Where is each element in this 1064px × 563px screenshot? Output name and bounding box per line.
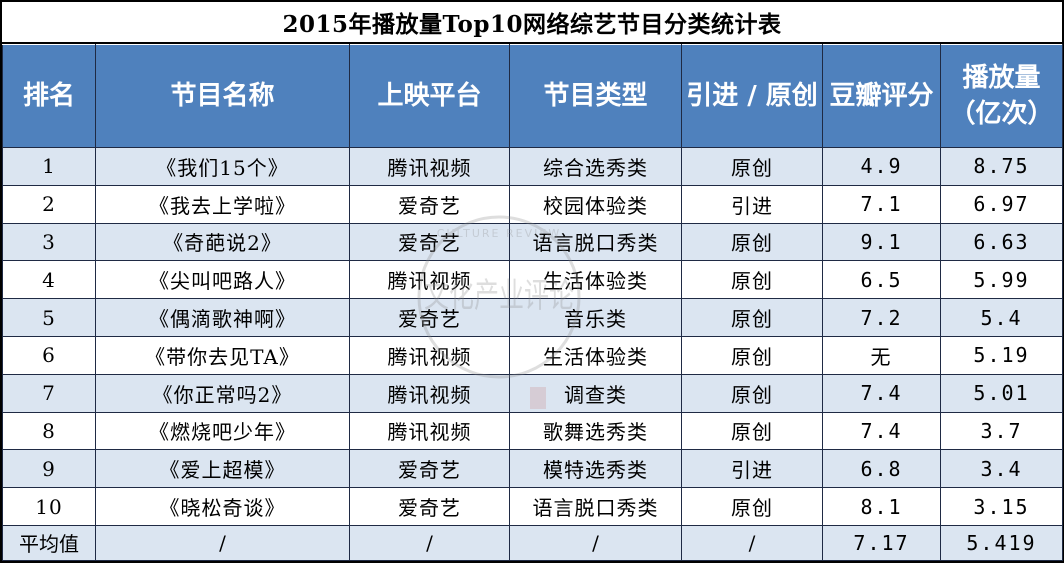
origin-cell: 原创: [681, 411, 823, 451]
rank-cell: 9: [2, 449, 96, 489]
douban-score-cell: 6.5: [822, 260, 941, 300]
douban-score-cell: 7.4: [822, 373, 941, 413]
col-header-rank: 排名: [2, 44, 96, 148]
douban-score-cell: 无: [822, 335, 941, 375]
table-row: 9 《爱上超模》 爱奇艺 模特选秀类 引进 6.8 3.4: [2, 449, 1063, 489]
views-cell: 6.97: [940, 184, 1063, 224]
views-cell: 5.19: [940, 335, 1063, 375]
table-row: 8 《燃烧吧少年》 腾讯视频 歌舞选秀类 原创 7.4 3.7: [2, 411, 1063, 451]
show-type-cell: 模特选秀类: [509, 449, 682, 489]
show-name-cell: 《尖叫吧路人》: [95, 260, 350, 300]
average-cell: /: [349, 524, 510, 561]
origin-cell: 引进: [681, 184, 823, 224]
table-row: 6 《带你去见TA》 腾讯视频 生活体验类 原创无 5.19: [2, 335, 1063, 375]
show-name-cell: 《偶滴歌神啊》: [95, 298, 350, 337]
origin-cell: 原创: [681, 373, 823, 413]
douban-score-cell: 7.4: [822, 411, 941, 451]
douban-score-cell: 8.1: [822, 487, 941, 526]
show-type-cell: 综合选秀类: [509, 147, 682, 186]
table-row: 10 《晓松奇谈》 爱奇艺 语言脱口秀类 原创 8.1 3.15: [2, 487, 1063, 526]
show-name-cell: 《奇葩说2》: [95, 222, 350, 262]
platform-cell: 腾讯视频: [349, 335, 510, 375]
average-cell: /: [681, 524, 823, 561]
show-name-cell: 《晓松奇谈》: [95, 487, 350, 526]
origin-cell: 原创: [681, 222, 823, 262]
show-name-cell: 《爱上超模》: [95, 449, 350, 489]
views-cell: 3.4: [940, 449, 1063, 489]
average-score: 7.17: [822, 524, 941, 561]
origin-cell: 原创: [681, 487, 823, 526]
show-type-cell: 语言脱口秀类: [509, 487, 682, 526]
col-header-show-name: 节目名称: [95, 44, 350, 148]
average-cell: /: [509, 524, 682, 561]
rank-cell: 2: [2, 184, 96, 224]
table-row: 1 《我们15个》 腾讯视频 综合选秀类 原创 4.9 8.75: [2, 147, 1063, 186]
show-type-cell: 语言脱口秀类: [509, 222, 682, 262]
platform-cell: 腾讯视频: [349, 373, 510, 413]
platform-cell: 爱奇艺: [349, 222, 510, 262]
origin-cell: 原创: [681, 298, 823, 337]
douban-score-cell: 7.1: [822, 184, 941, 224]
platform-cell: 腾讯视频: [349, 260, 510, 300]
show-name-cell: 《带你去见TA》: [95, 335, 350, 375]
table-title: 2015年播放量Top10网络综艺节目分类统计表: [2, 2, 1062, 44]
table-row: 2 《我去上学啦》 爱奇艺 校园体验类 引进 7.1 6.97: [2, 184, 1063, 224]
rank-cell: 10: [2, 487, 96, 526]
show-type-cell: 歌舞选秀类: [509, 411, 682, 451]
col-header-views: 播放量 （亿次）: [940, 44, 1063, 148]
col-header-origin: 引进 / 原创: [681, 44, 823, 148]
views-cell: 6.63: [940, 222, 1063, 262]
views-cell: 5.4: [940, 298, 1063, 337]
average-label: 平均值: [2, 524, 96, 561]
rank-cell: 4: [2, 260, 96, 300]
average-views: 5.419: [940, 524, 1063, 561]
platform-cell: 爱奇艺: [349, 184, 510, 224]
col-header-douban-score: 豆瓣评分: [822, 44, 941, 148]
show-type-cell: 音乐类: [509, 298, 682, 337]
views-cell: 3.7: [940, 411, 1063, 451]
origin-cell: 原创: [681, 335, 823, 375]
origin-cell: 原创: [681, 147, 823, 186]
origin-cell: 引进: [681, 449, 823, 489]
table-row: 5 《偶滴歌神啊》 爱奇艺 音乐类 原创 7.2 5.4: [2, 298, 1063, 337]
show-type-cell: 调查类: [509, 373, 682, 413]
origin-cell: 原创: [681, 260, 823, 300]
rank-cell: 6: [2, 335, 96, 375]
platform-cell: 腾讯视频: [349, 147, 510, 186]
show-type-cell: 生活体验类: [509, 335, 682, 375]
platform-cell: 爱奇艺: [349, 449, 510, 489]
col-header-show-type: 节目类型: [509, 44, 682, 148]
douban-score-cell: 4.9: [822, 147, 941, 186]
platform-cell: 腾讯视频: [349, 411, 510, 451]
table-row: 7 《你正常吗2》 腾讯视频 调查类 原创 7.4 5.01: [2, 373, 1063, 413]
douban-score-cell: 6.8: [822, 449, 941, 489]
views-cell: 8.75: [940, 147, 1063, 186]
rank-cell: 7: [2, 373, 96, 413]
show-name-cell: 《我去上学啦》: [95, 184, 350, 224]
table-row: 4 《尖叫吧路人》 腾讯视频 生活体验类 原创 6.5 5.99: [2, 260, 1063, 300]
views-cell: 5.01: [940, 373, 1063, 413]
douban-score-cell: 9.1: [822, 222, 941, 262]
rank-cell: 1: [2, 147, 96, 186]
header-row: 排名 节目名称 上映平台 节目类型 引进 / 原创 豆瓣评分 播放量 （亿次）: [2, 44, 1063, 148]
show-type-cell: 生活体验类: [509, 260, 682, 300]
douban-score-cell: 7.2: [822, 298, 941, 337]
rank-cell: 3: [2, 222, 96, 262]
rank-cell: 5: [2, 298, 96, 337]
table-row: 3 《奇葩说2》 爱奇艺 语言脱口秀类 原创 9.1 6.63: [2, 222, 1063, 262]
show-name-cell: 《你正常吗2》: [95, 373, 350, 413]
average-row: 平均值 / / / / 7.17 5.419: [2, 524, 1063, 561]
average-cell: /: [95, 524, 350, 561]
show-name-cell: 《我们15个》: [95, 147, 350, 186]
show-type-cell: 校园体验类: [509, 184, 682, 224]
platform-cell: 爱奇艺: [349, 298, 510, 337]
views-cell: 5.99: [940, 260, 1063, 300]
rank-cell: 8: [2, 411, 96, 451]
views-cell: 3.15: [940, 487, 1063, 526]
show-name-cell: 《燃烧吧少年》: [95, 411, 350, 451]
stats-table: 排名 节目名称 上映平台 节目类型 引进 / 原创 豆瓣评分 播放量 （亿次） …: [2, 44, 1063, 561]
col-header-platform: 上映平台: [349, 44, 510, 148]
platform-cell: 爱奇艺: [349, 487, 510, 526]
